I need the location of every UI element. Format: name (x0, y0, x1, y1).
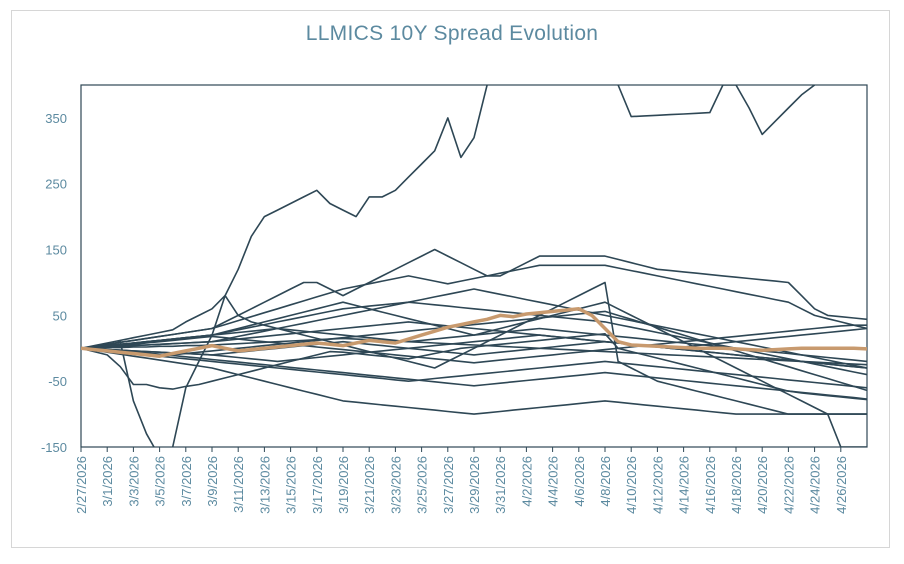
x-tick-label: 3/13/2026 (257, 456, 272, 514)
x-tick-label: 4/4/2026 (546, 456, 561, 507)
x-tick-label: 3/31/2026 (493, 456, 508, 514)
x-tick-label: 3/1/2026 (100, 456, 115, 507)
series-line-18 (81, 347, 867, 400)
y-tick-label: -150 (41, 440, 67, 455)
series-line-2 (81, 85, 488, 447)
y-tick-label: 150 (45, 243, 67, 258)
x-tick-label: 4/24/2026 (808, 456, 823, 514)
x-tick-label: 4/14/2026 (677, 456, 692, 514)
x-tick-label: 3/11/2026 (231, 456, 246, 513)
x-tick-label: 3/25/2026 (415, 456, 430, 514)
x-tick-label: 4/26/2026 (834, 456, 849, 514)
y-tick-label: 250 (45, 177, 67, 192)
x-tick-label: 4/22/2026 (781, 456, 796, 514)
series-line-16 (81, 310, 867, 392)
x-tick-label: 3/9/2026 (205, 456, 220, 507)
x-tick-label: 4/8/2026 (598, 456, 613, 507)
x-tick-label: 3/27/2026 (441, 456, 456, 514)
series-line-14 (81, 340, 867, 369)
x-tick-label: 4/2/2026 (519, 456, 534, 507)
x-tick-label: 3/5/2026 (153, 456, 168, 507)
x-tick-label: 3/3/2026 (126, 456, 141, 507)
y-tick-label: 50 (53, 308, 67, 323)
chart-title: LLMICS 10Y Spread Evolution (305, 22, 599, 45)
y-axis-ticks: 350 250 150 50 -50 -150 (41, 111, 67, 455)
series-line-19 (81, 301, 867, 447)
x-tick-label: 3/29/2026 (467, 456, 482, 514)
x-tick-label: 4/20/2026 (755, 456, 770, 514)
series-line-6 (81, 264, 867, 350)
series-line-5 (81, 248, 867, 350)
x-tick-label: 4/16/2026 (703, 456, 718, 514)
series-line-17 (81, 324, 867, 364)
series-line-8 (81, 347, 867, 389)
y-tick-label: 350 (45, 111, 67, 126)
x-tick-label: 3/21/2026 (362, 456, 377, 514)
x-tick-label: 2/27/2026 (74, 456, 89, 514)
x-axis-ticks: 2/27/2026 3/1/2026 3/3/2026 3/5/2026 3/7/202… (74, 447, 849, 514)
x-tick-label: 4/6/2026 (572, 456, 587, 507)
series-line-4 (81, 281, 867, 415)
x-tick-label: 3/7/2026 (179, 456, 194, 507)
plot-border (80, 84, 868, 448)
series-line-1 (81, 333, 867, 401)
x-tick-label: 3/23/2026 (388, 456, 403, 514)
y-tick-label: -50 (48, 374, 67, 389)
plot-area (80, 84, 868, 448)
highlight-series-line (81, 307, 867, 358)
series-line-11 (81, 347, 867, 415)
series-line-15 (81, 288, 867, 369)
x-tick-label: 4/18/2026 (729, 456, 744, 514)
x-tick-label: 3/19/2026 (336, 456, 351, 514)
series-line-3 (617, 85, 816, 136)
x-tick-label: 3/15/2026 (284, 456, 299, 514)
x-tick-label: 4/12/2026 (650, 456, 665, 514)
x-tick-label: 3/17/2026 (310, 456, 325, 514)
x-tick-label: 4/10/2026 (624, 456, 639, 514)
